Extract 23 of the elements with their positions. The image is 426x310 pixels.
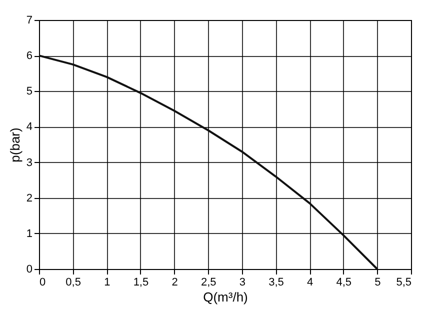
- x-tick-label: 1: [104, 276, 110, 288]
- x-tick-label: 2,5: [200, 276, 216, 288]
- y-tick-label: 3: [26, 156, 32, 169]
- x-tick-label: 0,5: [66, 276, 81, 288]
- x-tick-label: 3: [239, 276, 246, 288]
- x-tick-label: 2: [172, 276, 178, 288]
- x-tick-label: 4,5: [336, 276, 352, 288]
- y-tick-label: 1: [26, 228, 32, 240]
- y-tick-label: 4: [26, 121, 32, 134]
- x-tick-label: 1,5: [133, 276, 149, 288]
- y-tick-label: 2: [26, 192, 32, 204]
- line-series: [38, 54, 378, 270]
- x-tick-label: 0: [40, 276, 46, 288]
- x-tick-label: 4: [306, 276, 314, 288]
- y-tick-label: 6: [26, 50, 32, 62]
- x-axis-title: Q(m³/h): [203, 290, 248, 304]
- x-tick-label: 5: [374, 276, 381, 288]
- y-tick-label: 5: [26, 86, 32, 98]
- y-axis-title: p(bar): [7, 128, 22, 162]
- x-tick-label: 3,5: [268, 276, 284, 288]
- y-tick-label: 7: [26, 14, 32, 26]
- x-tick-label: 5,5: [396, 276, 412, 288]
- y-tick-label: 0: [26, 264, 32, 276]
